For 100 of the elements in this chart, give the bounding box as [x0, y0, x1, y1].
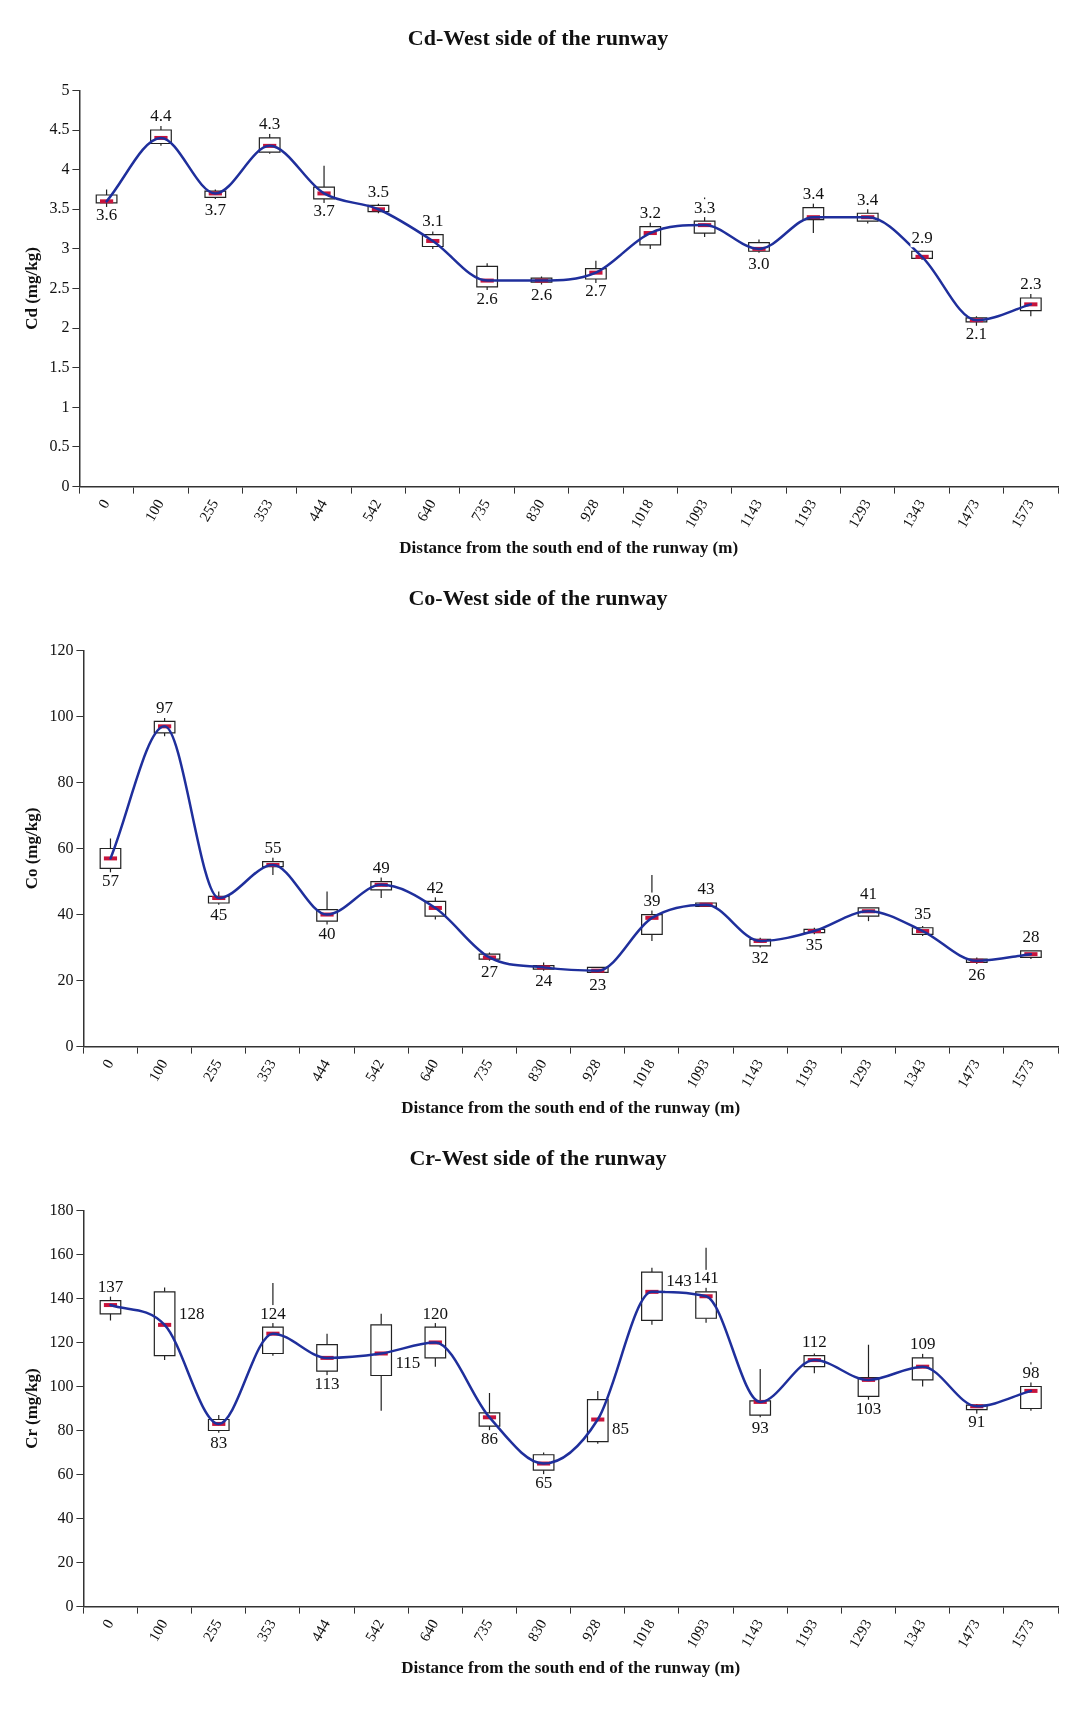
x-tick-label: 353	[253, 1056, 279, 1085]
data-label: 2.3	[1020, 274, 1042, 294]
data-label: 3.7	[204, 199, 227, 219]
data-label: 40	[318, 923, 336, 943]
data-label: 93	[751, 1417, 769, 1437]
y-axis-title: Co (mg/kg)	[21, 807, 41, 890]
y-tick-label: 40	[57, 1508, 74, 1526]
x-axis-title: Distance from the south end of the runway (m)	[399, 538, 739, 558]
y-tick-label: 100	[49, 1376, 74, 1394]
y-tick-label: 120	[49, 1332, 74, 1350]
data-label: 55	[264, 838, 282, 858]
data-label: 98	[1022, 1362, 1040, 1382]
data-label: 3.0	[748, 253, 770, 273]
y-tick-label: 4	[61, 159, 70, 177]
chart-title: Cd-West side of the runway	[407, 24, 669, 50]
x-tick-label: 735	[468, 496, 494, 525]
data-label: 2.9	[911, 227, 933, 247]
x-tick-label: 928	[578, 1056, 604, 1085]
y-tick-label: 40	[57, 904, 74, 922]
y-tick-label: 2.5	[49, 278, 70, 296]
x-tick-label: 830	[524, 1056, 550, 1085]
data-label: 3.4	[802, 184, 825, 204]
x-tick-label: 255	[196, 496, 222, 525]
x-tick-label: 542	[362, 1616, 388, 1645]
data-label: 112	[801, 1332, 827, 1352]
chart-title: Co-West side of the runway	[408, 584, 668, 610]
data-label: 113	[314, 1373, 340, 1393]
y-tick-label: 20	[57, 1552, 74, 1570]
y-tick-label: 3	[61, 239, 70, 257]
data-label: 24	[535, 971, 553, 991]
data-label: 3.3	[693, 197, 716, 217]
x-tick-label: 353	[250, 496, 276, 525]
y-tick-label: 160	[49, 1244, 74, 1262]
x-tick-label: 100	[145, 1056, 171, 1085]
data-label: 91	[968, 1412, 986, 1432]
y-tick-label: 80	[57, 772, 74, 790]
data-label: 2.7	[585, 281, 608, 301]
data-label: 43	[697, 879, 715, 899]
data-label: 35	[914, 904, 932, 924]
data-label: 109	[909, 1334, 936, 1354]
data-label: 42	[426, 877, 444, 897]
y-tick-label: 180	[49, 1200, 74, 1218]
data-label: 124	[260, 1303, 287, 1323]
data-label: 45	[210, 905, 228, 925]
data-label: 2.6	[530, 284, 553, 304]
y-tick-label: 140	[49, 1288, 74, 1306]
data-label: 85	[612, 1418, 630, 1438]
y-tick-label: 80	[57, 1420, 74, 1438]
data-label: 115	[395, 1352, 421, 1372]
y-tick-label: 60	[57, 838, 74, 856]
x-tick-label: 444	[304, 496, 331, 525]
y-tick-label: 60	[57, 1464, 74, 1482]
data-label: 3.6	[95, 205, 118, 225]
x-tick-label: 542	[359, 496, 385, 525]
x-tick-label: 830	[522, 496, 548, 525]
data-label: 3.5	[367, 181, 390, 201]
y-axis-title: Cr (mg/kg)	[21, 1368, 41, 1449]
data-label: 49	[372, 858, 390, 877]
y-tick-label: 0	[65, 1036, 74, 1054]
x-tick-label: 100	[141, 496, 167, 525]
data-label: 3.2	[639, 203, 661, 223]
y-tick-label: 0.5	[49, 437, 70, 455]
data-label: 57	[101, 870, 120, 890]
x-tick-label: 255	[199, 1616, 225, 1645]
y-tick-label: 0	[61, 476, 70, 494]
y-tick-label: 120	[49, 640, 74, 658]
y-tick-label: 3.5	[49, 199, 70, 217]
x-tick-label: 255	[199, 1056, 225, 1085]
x-tick-label: 0	[98, 1616, 117, 1632]
x-tick-label: 0	[94, 496, 113, 512]
x-tick-label: 0	[98, 1056, 117, 1072]
data-label: 120	[422, 1303, 449, 1323]
data-label: 23	[589, 974, 607, 994]
y-tick-label: 4.5	[49, 120, 70, 138]
data-label: 4.4	[150, 106, 173, 126]
x-axis-title: Distance from the south end of the runway (m)	[401, 1098, 741, 1118]
y-tick-label: 1	[61, 397, 70, 415]
data-label: 141	[693, 1268, 719, 1288]
y-tick-label: 20	[57, 970, 74, 988]
data-label: 39	[643, 891, 661, 911]
x-tick-label: 444	[307, 1056, 334, 1085]
data-label: 65	[535, 1472, 553, 1492]
data-label: 143	[666, 1271, 692, 1291]
data-label: 28	[1022, 927, 1040, 947]
data-label: 41	[859, 884, 877, 904]
data-label: 86	[480, 1428, 498, 1448]
y-tick-label: 100	[49, 706, 74, 724]
y-tick-label: 0	[65, 1596, 74, 1614]
data-label: 2.6	[476, 289, 498, 309]
data-label: 3.4	[857, 189, 879, 209]
chart-title: Cr-West side of the runway	[409, 1144, 667, 1170]
data-label: 103	[855, 1398, 882, 1418]
y-tick-label: 1.5	[49, 357, 70, 375]
x-tick-label: 100	[145, 1616, 171, 1645]
data-label: 128	[178, 1304, 205, 1324]
data-label: 97	[156, 697, 174, 717]
data-label: 26	[968, 964, 986, 984]
data-label: 3.7	[313, 201, 336, 221]
x-tick-label: 640	[413, 496, 439, 525]
y-tick-label: 5	[61, 80, 70, 98]
